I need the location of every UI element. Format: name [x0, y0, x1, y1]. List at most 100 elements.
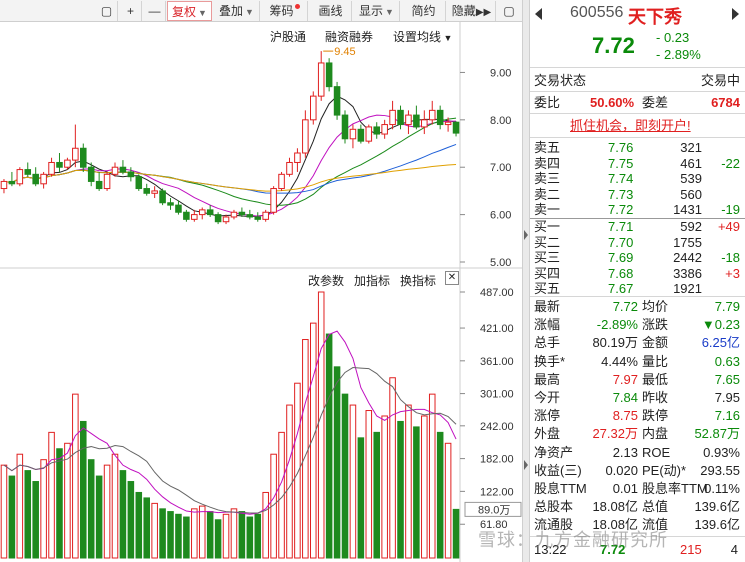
candle-body — [95, 180, 103, 190]
kline-chart[interactable]: 9.00 8.00 7.00 6.00 5.00 487.00 421.00 361.00 30… — [0, 22, 522, 562]
stat-value: 0.01 — [612, 481, 638, 496]
volume-bar — [436, 431, 444, 559]
notify-dot-icon — [294, 4, 300, 9]
ask-diff: -22 — [721, 155, 740, 171]
adjust-button[interactable]: 复权 ▼ — [167, 1, 212, 21]
volume-bar — [0, 464, 8, 559]
bid-diff: +3 — [725, 265, 740, 281]
volume-tick-label: 487.00 — [480, 287, 514, 299]
ask-level-row[interactable]: 卖五 7.76 321 — [530, 140, 745, 156]
switch-indicator-button[interactable]: 换指标 — [400, 274, 437, 288]
bid-level-label: 买三 — [534, 250, 561, 266]
zoom-out-button[interactable]: — — [144, 1, 166, 21]
bid-level-label: 买四 — [534, 265, 561, 281]
hide-button[interactable]: 隐藏▶▶ — [448, 1, 496, 21]
stat-value: 7.84 — [612, 390, 638, 405]
stat-row: 最高 7.97 最低 7.65 — [530, 371, 745, 389]
stat-value: 7.16 — [714, 408, 740, 424]
volume-bar — [302, 339, 309, 559]
tab-scroll-left[interactable]: ▢ — [96, 1, 118, 21]
hk-connect-link[interactable]: 沪股通 — [270, 30, 307, 44]
double-chevron-icon: ▶▶ — [475, 7, 492, 18]
bid-level-row[interactable]: 买五 7.67 1921 — [530, 281, 745, 297]
volume-ma10-line — [3, 367, 457, 514]
overlay-button[interactable]: 叠加 ▼ — [214, 1, 260, 21]
ask-level-label: 卖三 — [534, 171, 561, 187]
ask-price: 7.75 — [608, 155, 634, 171]
price-tick-label: 9.00 — [490, 67, 511, 79]
stat-label: 流值 — [642, 517, 669, 533]
volume-bar — [80, 420, 87, 559]
simple-button[interactable]: 简约 — [402, 1, 446, 21]
candle-body — [143, 188, 150, 194]
display-button[interactable]: 显示 ▼ — [354, 1, 400, 21]
ask-level-row[interactable]: 卖一 7.72 1431 -19 — [530, 202, 745, 218]
margin-link[interactable]: 融资融券 — [325, 30, 374, 44]
candle-body — [452, 121, 460, 134]
candle-body — [397, 109, 404, 126]
bid-level-row[interactable]: 买一 7.71 592 +49 — [530, 219, 745, 235]
zoom-in-button[interactable]: + — [120, 1, 142, 21]
prev-stock-icon[interactable] — [535, 8, 542, 20]
bid-level-row[interactable]: 买四 7.68 3386 +3 — [530, 266, 745, 282]
stat-value: 0.020 — [605, 462, 638, 478]
stat-label: 内盘 — [642, 426, 669, 442]
ask-price: 7.74 — [608, 171, 634, 187]
more-button[interactable]: ▢ — [498, 1, 520, 21]
add-indicator-button[interactable]: 加指标 — [354, 274, 391, 288]
candle-body — [16, 169, 24, 185]
open-account-link[interactable]: 抓住机会，即刻开户! — [570, 118, 691, 133]
stat-row: 净资产 2.13 ROE 0.93% — [530, 444, 745, 462]
volume-tick-label: 242.00 — [480, 421, 514, 433]
volume-bar — [119, 470, 127, 559]
stat-row: 换手* 4.44% 量比 0.63 — [530, 353, 745, 371]
ask-level-row[interactable]: 卖三 7.74 539 — [530, 171, 745, 187]
panel-splitter[interactable] — [522, 0, 529, 562]
stat-label: 涨跌 — [642, 317, 669, 333]
ask-level-row[interactable]: 卖四 7.75 461 -22 — [530, 156, 745, 172]
ask-level-row[interactable]: 卖二 7.73 560 — [530, 187, 745, 203]
stat-value: 7.95 — [714, 390, 740, 405]
ask-level-label: 卖五 — [534, 140, 561, 155]
bid-volume: 1921 — [673, 281, 702, 297]
stat-label: 净资产 — [534, 444, 574, 460]
bid-level-row[interactable]: 买三 7.69 2442 -18 — [530, 250, 745, 266]
stat-label: 量比 — [642, 353, 669, 369]
candle-body — [103, 173, 111, 190]
stat-label: 总股本 — [534, 499, 574, 515]
candle-body — [191, 214, 198, 220]
ask-level-label: 卖二 — [534, 186, 561, 202]
candle-body — [230, 211, 238, 218]
stat-row: 最新 7.72 均价 7.79 — [530, 298, 745, 316]
candle-body — [135, 176, 143, 190]
stat-label: ROE — [642, 444, 671, 460]
expand-arrow-icon[interactable] — [524, 230, 528, 240]
candle-body — [198, 209, 206, 216]
candle-body — [278, 173, 285, 190]
chips-label: 筹码 — [269, 4, 294, 18]
chart-toolbar: ▢ + — 复权 ▼ 叠加 ▼ 筹码 画线 显示 ▼ 简约 隐藏▶▶ ▢ — [0, 0, 522, 22]
volume-bar — [214, 519, 222, 559]
ma-settings-link[interactable]: 设置均线 ▼ — [393, 28, 452, 45]
volume-bar — [32, 481, 39, 559]
ask-volume: 321 — [680, 140, 702, 155]
bid-volume: 1755 — [673, 234, 702, 250]
bid-level-row[interactable]: 买二 7.70 1755 — [530, 235, 745, 251]
ask-level-label: 卖四 — [534, 155, 561, 171]
close-indicator-button[interactable]: ✕ — [445, 271, 459, 285]
hide-label: 隐藏 — [451, 4, 476, 18]
next-stock-icon[interactable] — [732, 8, 739, 20]
edit-params-button[interactable]: 改参数 — [308, 274, 345, 288]
volume-bar — [294, 382, 301, 559]
volume-bar — [452, 508, 460, 559]
volume-bar — [230, 508, 238, 559]
candle-body — [428, 109, 436, 121]
stat-label: PE(动)* — [642, 462, 687, 478]
chart-canvas[interactable]: 9.00 8.00 7.00 6.00 5.00 487.00 421.00 361.00 30… — [0, 22, 522, 562]
draw-button[interactable]: 画线 — [310, 1, 352, 21]
candle-body — [341, 114, 349, 140]
chips-button[interactable]: 筹码 — [262, 1, 308, 21]
bid-level-label: 买一 — [534, 219, 561, 234]
volume-bar — [333, 366, 341, 559]
expand-arrow-icon[interactable] — [524, 460, 528, 470]
